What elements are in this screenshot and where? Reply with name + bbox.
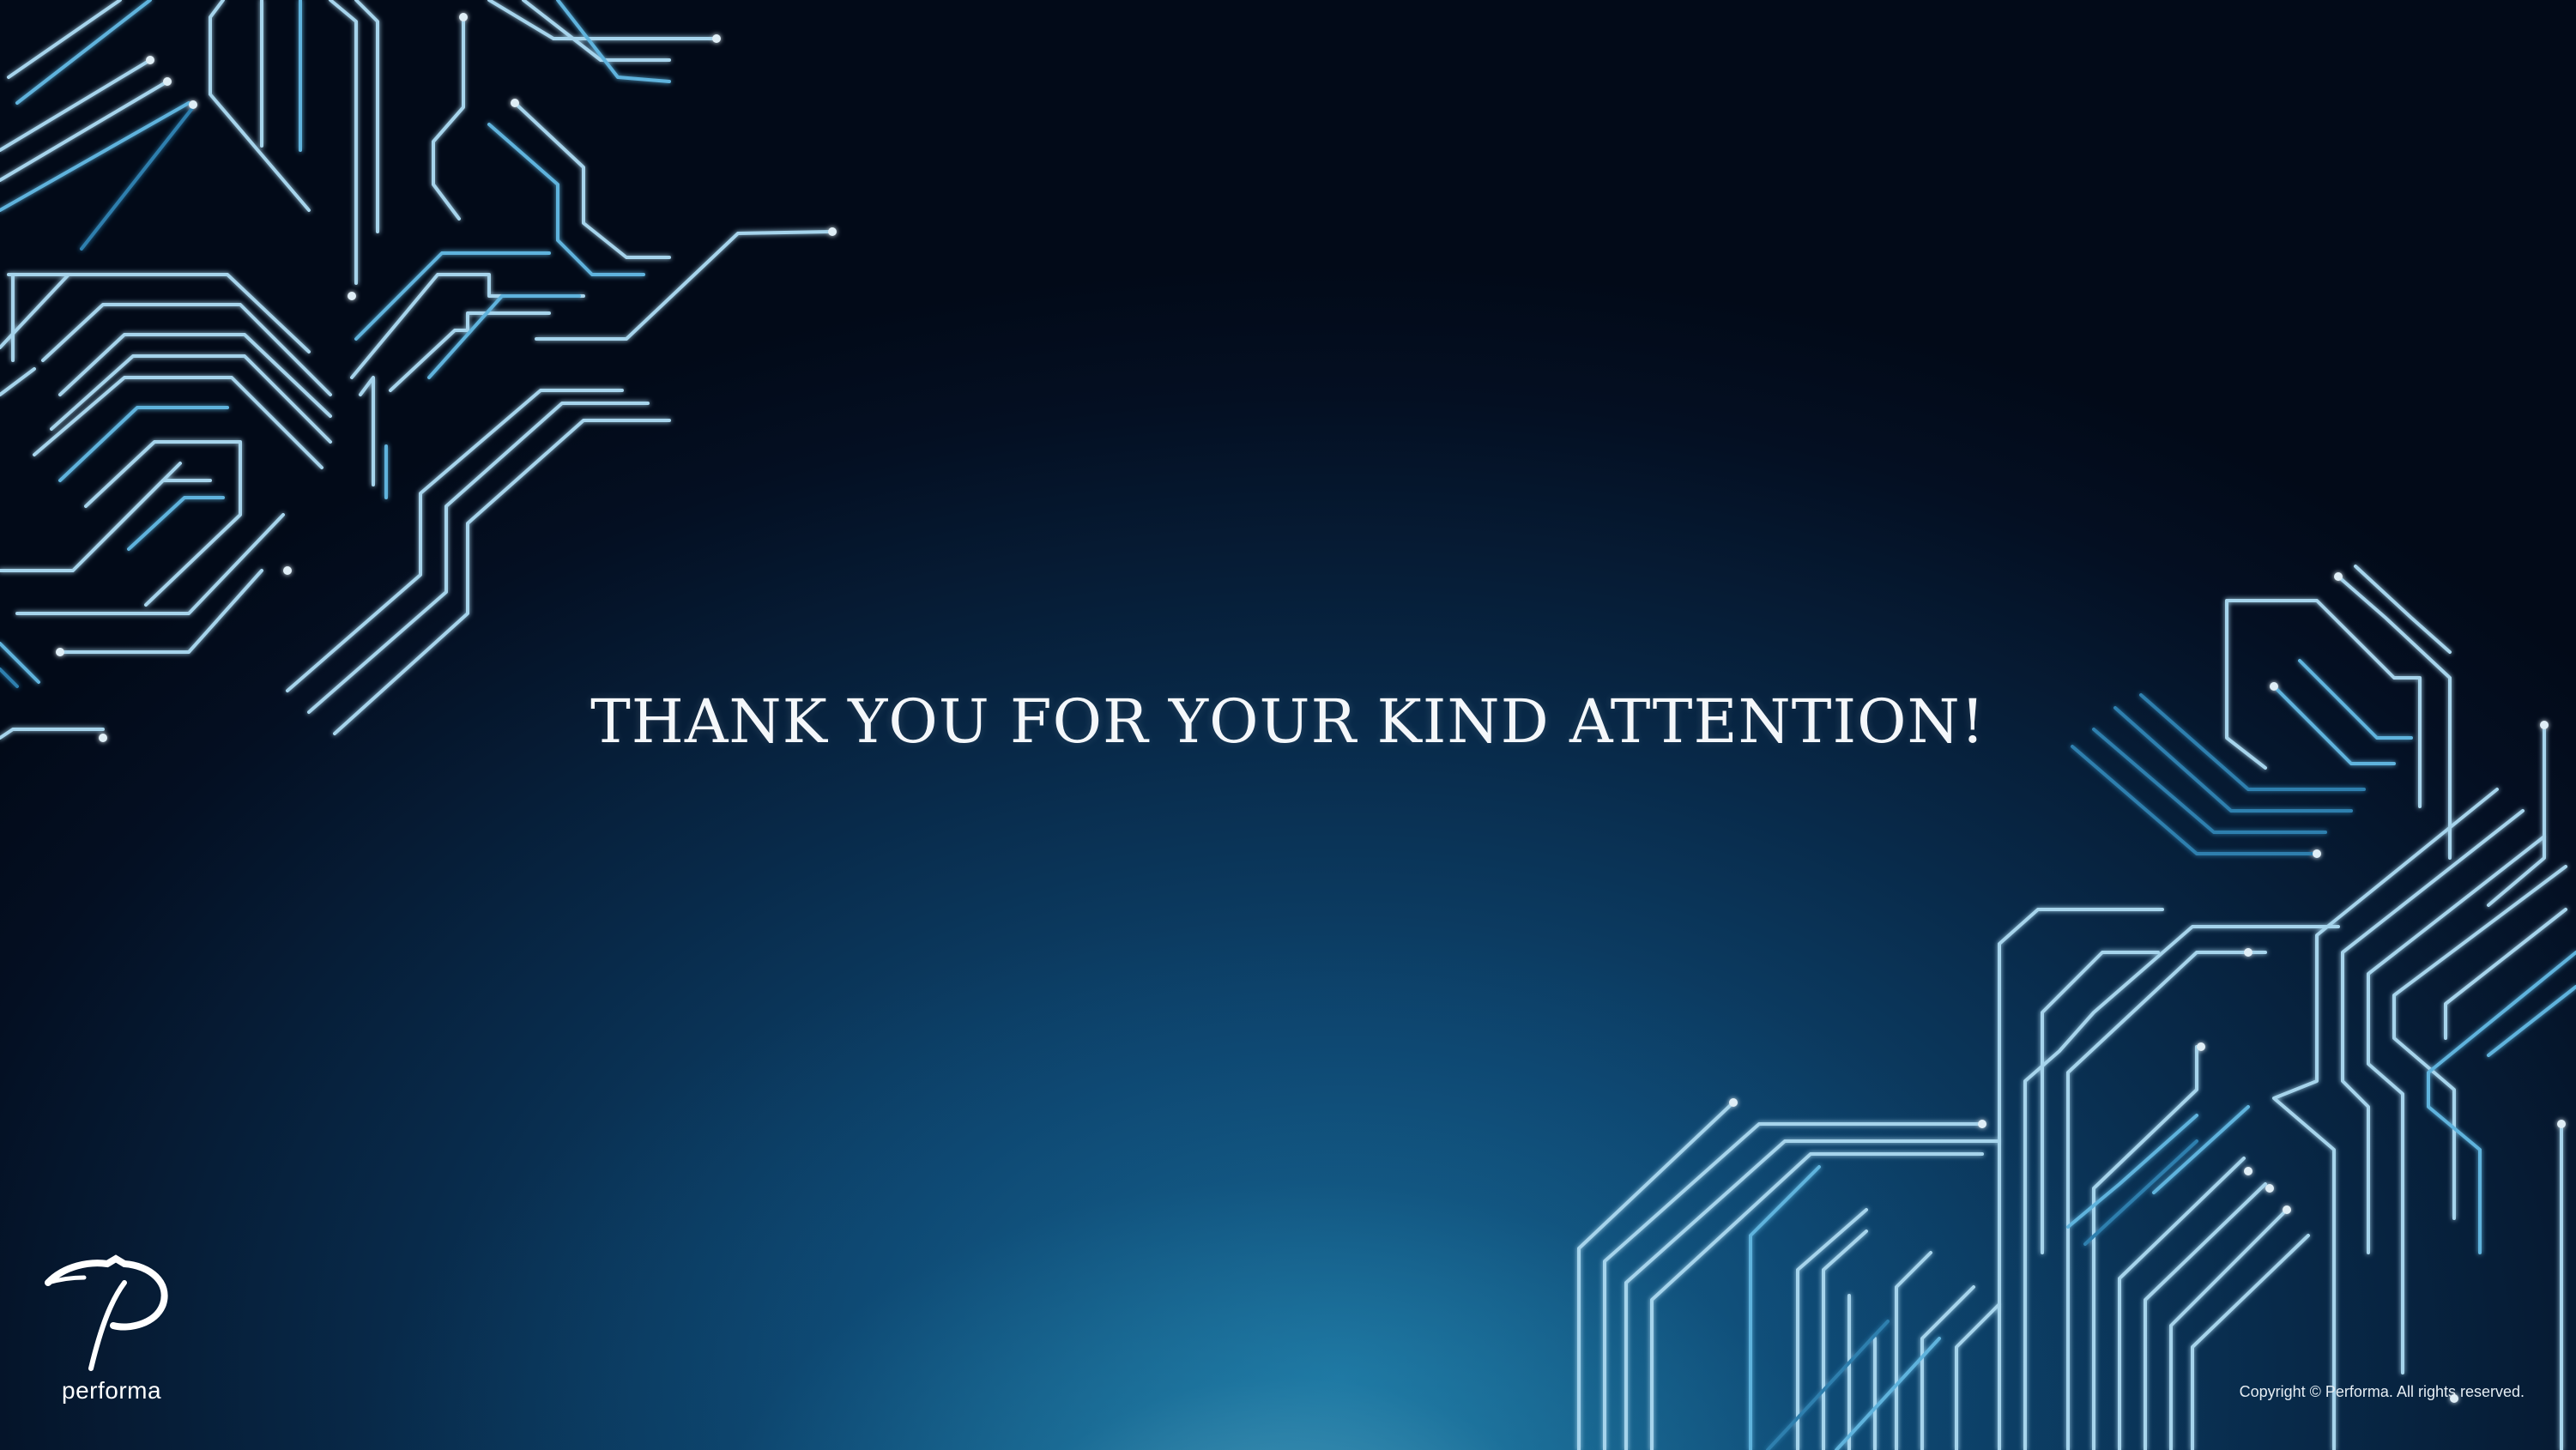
thank-you-headline: THANK YOU FOR YOUR KIND ATTENTION! [590, 686, 1986, 757]
bottom-right-circuit-pattern [1577, 565, 2576, 1450]
performa-wordmark: performa [62, 1377, 162, 1404]
top-left-circuit-pattern [0, 0, 837, 742]
performa-p-logo-icon [45, 1254, 168, 1371]
performa-logo: performa [43, 1248, 180, 1411]
copyright-notice: Copyright © Performa. All rights reserve… [2239, 1383, 2525, 1400]
